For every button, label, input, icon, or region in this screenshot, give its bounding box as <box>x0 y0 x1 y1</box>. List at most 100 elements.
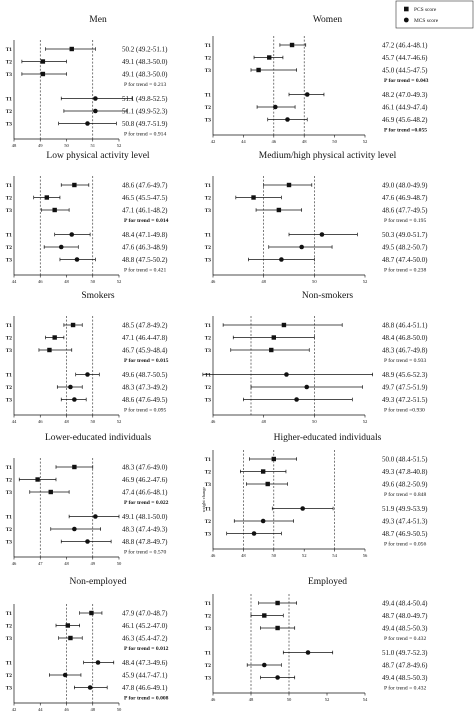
estimate-label: 47.4 (46.6-48.1) <box>122 488 168 496</box>
row-label: T3 <box>6 490 13 496</box>
row-label: T2 <box>205 663 212 669</box>
estimate-label: 49.1 (48.1-50.0) <box>122 513 168 521</box>
x-tick-label: 52 <box>302 553 307 558</box>
estimate-label: 49.1 (48.3-50.0) <box>122 70 168 78</box>
estimate-label: 51.1 (49.9-52.3) <box>122 107 168 115</box>
p-trend-label: P for trend =0.055 <box>384 128 427 134</box>
x-tick-label: 52 <box>325 697 330 702</box>
estimate-label: 51.0 (49.7-52.3) <box>382 649 428 657</box>
mcs-point-marker <box>72 397 77 402</box>
estimate-label: 51.9 (49.9-53.9) <box>382 505 428 513</box>
row-label: T2 <box>6 60 13 66</box>
x-tick-label: 44 <box>12 419 17 424</box>
x-tick-label: 48 <box>64 419 69 424</box>
pcs-point-marker <box>275 600 280 606</box>
pcs-point-marker <box>256 67 261 73</box>
legend-square-marker <box>404 6 409 12</box>
estimate-label: 47.1 (46.4-47.8) <box>122 334 168 342</box>
mcs-point-marker <box>72 526 77 532</box>
p-trend-label: P for trend = 0.056 <box>384 541 426 548</box>
panel: Smokers 44 46 48 50 52 T1 48.5 (47.8-49.2) T2 47.… <box>6 291 169 424</box>
estimate-label: 49.7 (47.5-51.9) <box>382 383 428 391</box>
x-tick-label: 50 <box>312 419 317 424</box>
x-tick-label: 48 <box>241 553 246 558</box>
row-label: T1 <box>205 183 212 189</box>
p-trend-label: P for trend = 0.238 <box>384 267 426 274</box>
pcs-point-marker <box>35 477 40 482</box>
pcs-point-marker <box>69 46 74 52</box>
estimate-label: 48.4 (46.8-50.0) <box>382 334 428 342</box>
mcs-point-marker <box>300 506 305 511</box>
x-tick-label: 46 <box>211 553 216 558</box>
x-tick-label: 52 <box>117 143 122 148</box>
estimate-label: 48.4 (47.3-49.6) <box>122 659 168 667</box>
legend-box <box>395 0 474 29</box>
pcs-point-marker <box>52 207 57 213</box>
estimate-label: 51.1 (49.8-52.5) <box>122 95 168 103</box>
x-tick-label: 46 <box>38 279 43 284</box>
row-label: T1 <box>205 43 212 49</box>
row-label: T2 <box>205 196 212 202</box>
p-trend-label: P for trend = 0.014 <box>124 218 169 224</box>
estimate-label: 45.7 (44.7-46.6) <box>382 54 428 62</box>
mcs-point-marker <box>85 372 90 377</box>
panel-title: Non-employed <box>70 577 127 587</box>
x-tick-label: 54 <box>363 697 368 702</box>
x-tick-label: 56 <box>363 553 368 558</box>
p-trend-label: P for trend =0.930 <box>384 407 425 414</box>
p-trend-label: P for trend = 0.213 <box>124 81 166 88</box>
pcs-point-marker <box>271 456 276 462</box>
row-label: T3 <box>6 122 13 128</box>
estimate-label: 49.5 (48.2-50.7) <box>382 243 428 251</box>
estimate-label: 48.7 (47.4-50.0) <box>382 256 428 264</box>
estimate-label: 48.8 (47.5-50.2) <box>122 256 168 264</box>
x-tick-label: 46 <box>211 279 216 284</box>
row-label: T3 <box>6 208 13 214</box>
row-label: T2 <box>205 519 212 525</box>
row-label: T1 <box>6 373 13 379</box>
row-label: T2 <box>205 614 212 620</box>
row-label: T2 <box>205 105 212 111</box>
mcs-point-marker <box>251 531 257 536</box>
estimate-label: 49.4 (48.4-50.4) <box>382 599 428 607</box>
panel-title: Men <box>89 15 107 25</box>
estimate-label: 48.6 (47.6-49.5) <box>122 396 168 404</box>
panel-title: Non-smokers <box>302 291 353 301</box>
estimate-label: 48.3 (47.4-49.3) <box>122 525 168 533</box>
row-label: T3 <box>205 208 212 214</box>
row-label: T3 <box>205 68 212 74</box>
row-label: T3 <box>6 258 13 264</box>
pcs-point-marker <box>44 195 50 200</box>
x-tick-label: 46 <box>12 561 17 566</box>
row-label: T3 <box>6 398 13 404</box>
estimate-label: 50.8 (49.7-51.9) <box>122 120 168 128</box>
estimate-label: 45.0 (44.5-47.5) <box>382 66 428 74</box>
estimate-label: 46.9 (46.2-47.6) <box>122 476 168 484</box>
mcs-point-marker <box>85 539 90 544</box>
estimate-label: 47.8 (46.6-49.1) <box>122 684 168 692</box>
x-tick-label: 44 <box>38 707 43 712</box>
pcs-point-marker <box>289 42 295 48</box>
estimate-label: 49.6 (48.7-50.5) <box>122 371 168 379</box>
pcs-point-marker <box>72 464 77 470</box>
legend-label: PCS score <box>414 7 437 13</box>
estimate-label: 49.3 (47.8-40.8) <box>382 468 428 476</box>
row-label: T1 <box>6 515 13 521</box>
x-tick-label: 50 <box>64 143 69 148</box>
estimate-label: 48.7 (46.9-50.5) <box>382 530 428 538</box>
mcs-point-marker <box>304 92 310 97</box>
row-label: T2 <box>6 673 13 679</box>
p-trend-label: P for trend = 0.022 <box>124 500 169 506</box>
x-tick-label: 44 <box>241 139 246 144</box>
panel-title: Medium/high physical activity level <box>259 151 397 161</box>
p-trend-label: P for trend = 0.043 <box>384 78 429 84</box>
row-label: T2 <box>205 385 212 391</box>
mcs-point-marker <box>68 384 73 390</box>
p-trend-label: P for trend = 0.432 <box>384 685 426 692</box>
row-label: T1 <box>205 651 212 657</box>
x-tick-label: 46 <box>211 697 216 702</box>
pcs-point-marker <box>70 322 76 328</box>
row-label: T2 <box>205 245 212 251</box>
p-trend-label: P for trend = 0.933 <box>384 357 426 364</box>
mcs-point-marker <box>74 257 80 262</box>
